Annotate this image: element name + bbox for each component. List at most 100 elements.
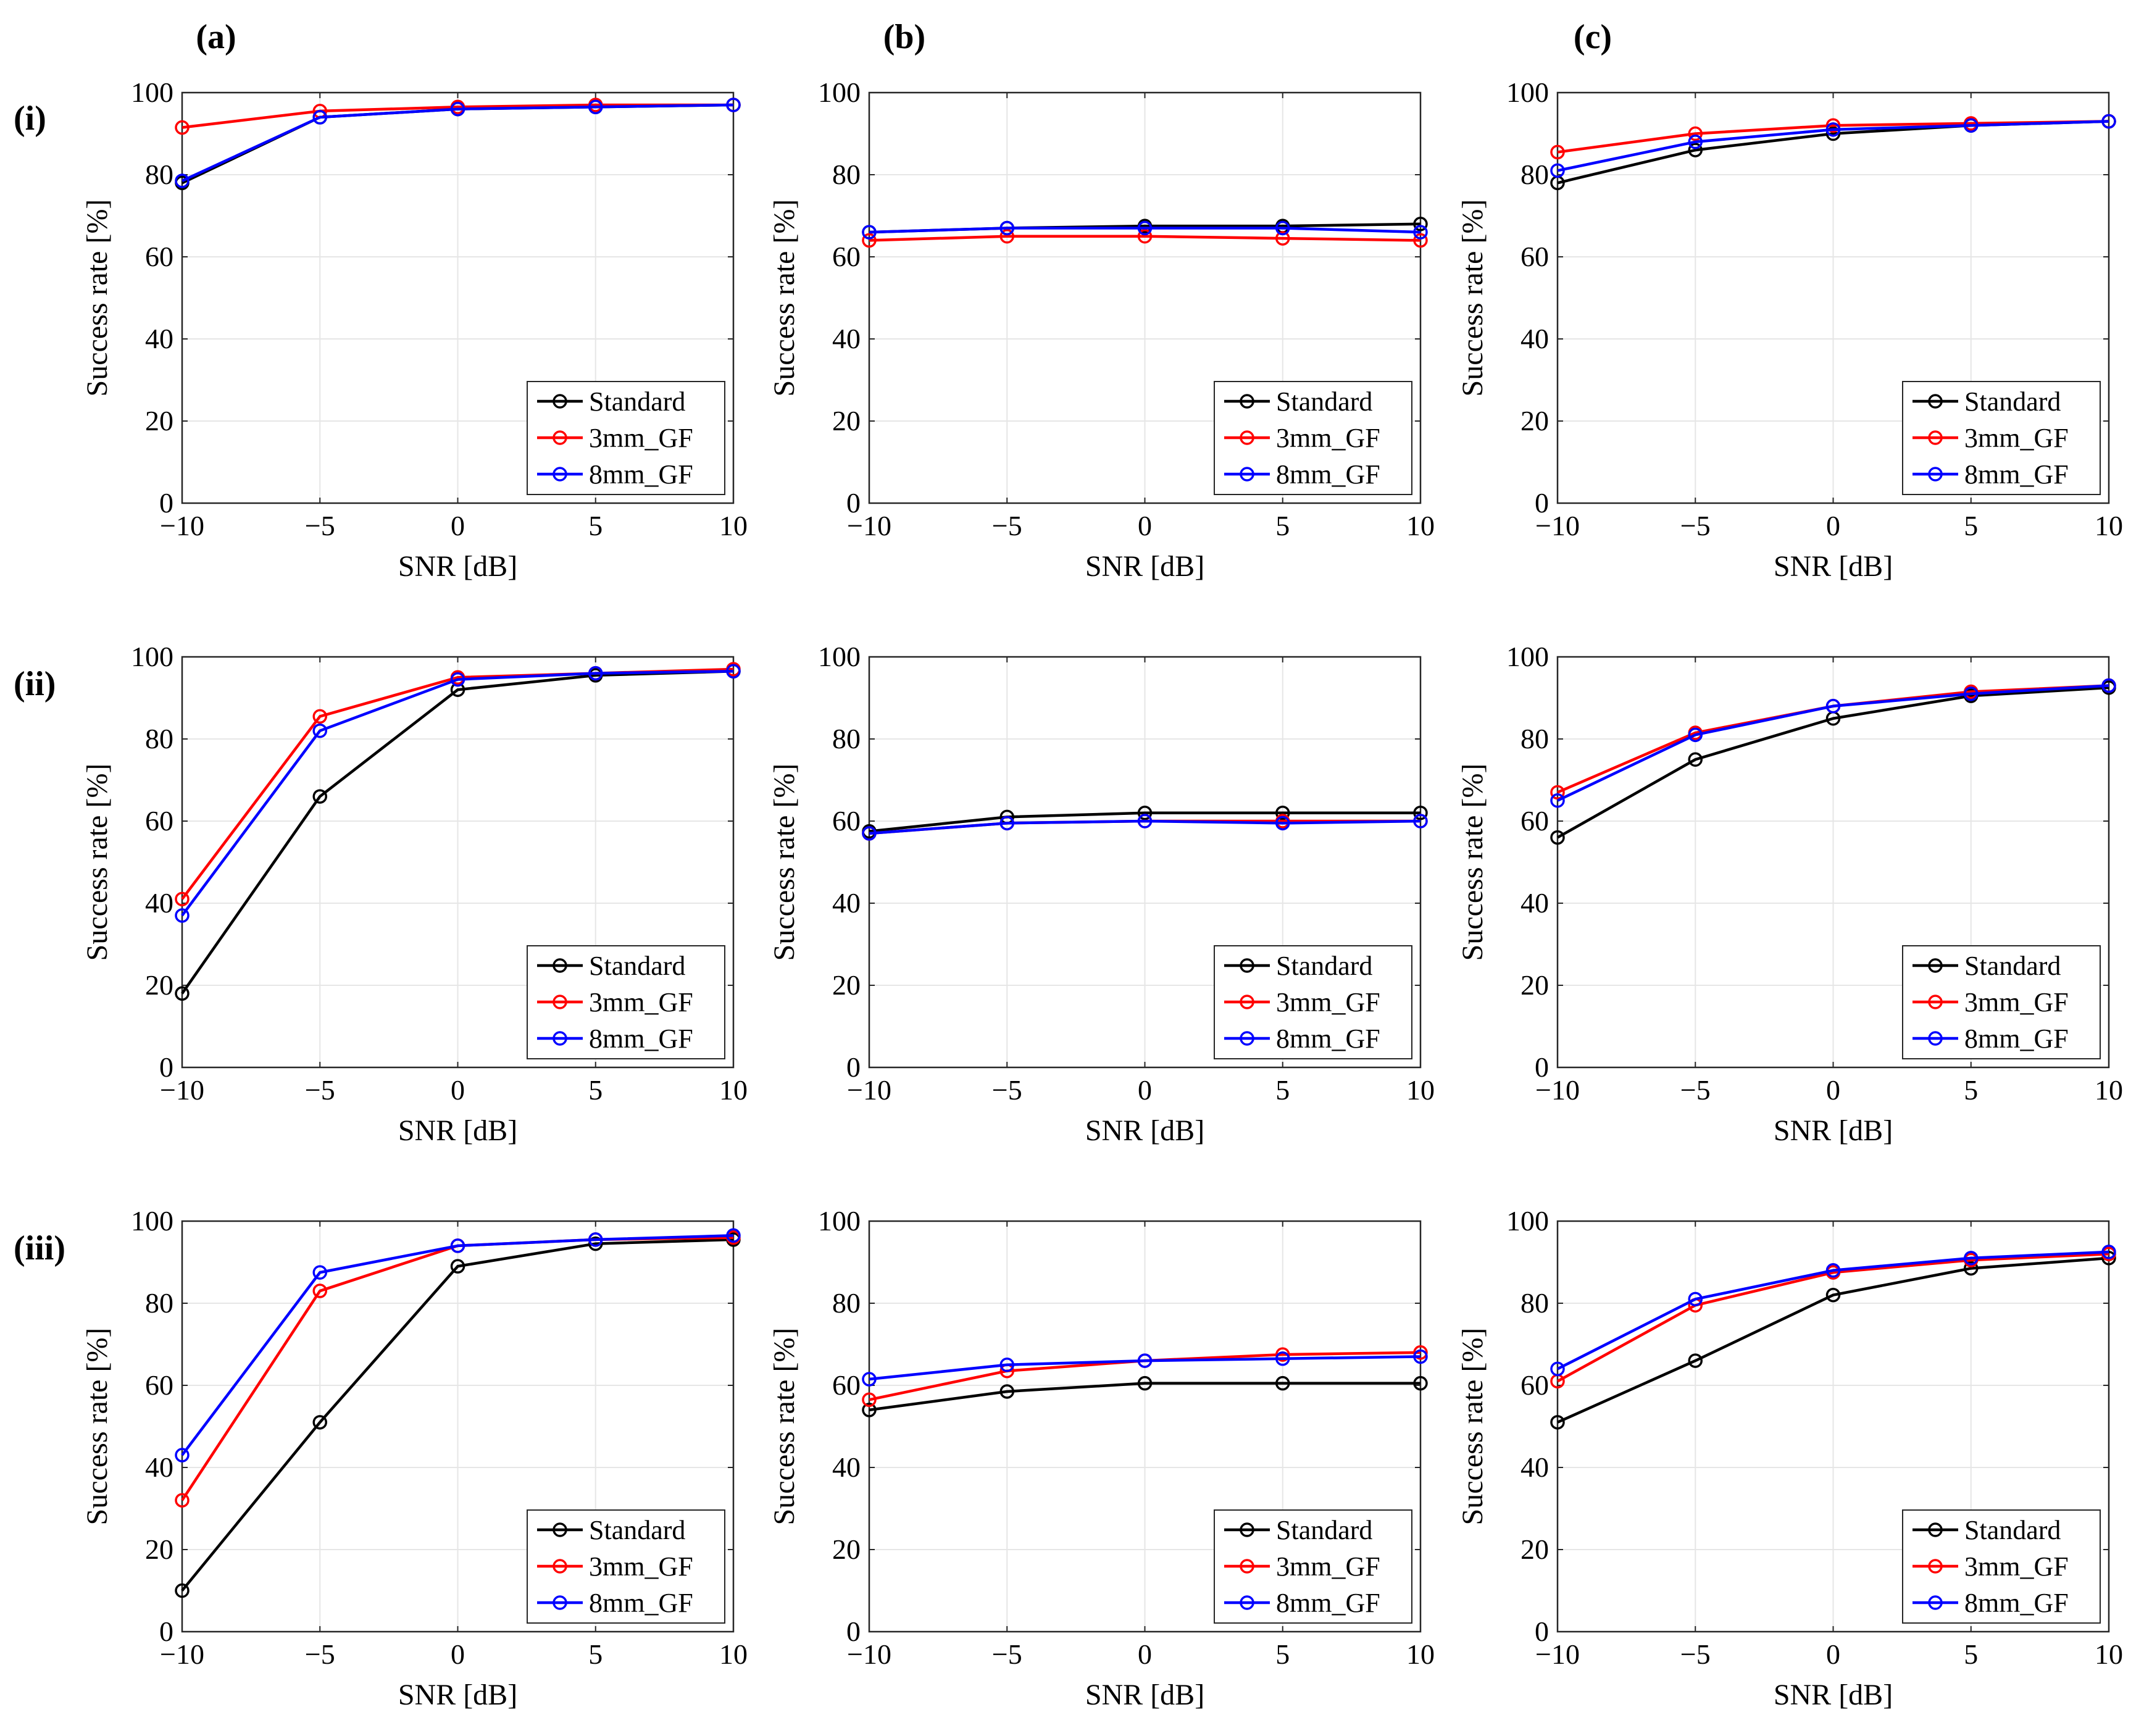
legend-marker-8mm_GF: [1240, 1595, 1254, 1610]
y-tick-label: 0: [846, 1051, 861, 1083]
data-point-8mm_GF: [1137, 1353, 1153, 1368]
x-tick-label: −10: [847, 1638, 891, 1670]
data-point-Standard: [1413, 217, 1428, 232]
y-axis-label: Success rate [%]: [768, 199, 801, 397]
data-point-8mm_GF: [1825, 699, 1841, 714]
data-point-8mm_GF: [1825, 122, 1841, 137]
y-tick-label: 100: [818, 1205, 861, 1237]
data-point-3mm_GF: [1688, 126, 1703, 141]
x-axis-label: SNR [dB]: [1774, 1114, 1893, 1147]
data-point-8mm_GF: [1413, 1349, 1428, 1364]
data-point-Standard: [1550, 1415, 1565, 1430]
legend-entry-Standard: Standard: [589, 386, 685, 417]
y-tick-label: 0: [846, 1616, 861, 1647]
data-point-Standard: [999, 1384, 1014, 1399]
data-point-8mm_GF: [175, 908, 190, 923]
legend-entry-8mm_GF: 8mm_GF: [589, 1588, 693, 1618]
legend-marker-8mm_GF: [1928, 1031, 1943, 1046]
data-point-8mm_GF: [2101, 678, 2116, 693]
series-line-Standard: [181, 1238, 734, 1592]
y-tick-label: 60: [832, 805, 861, 837]
data-point-Standard: [1825, 1287, 1841, 1303]
x-tick-label: −5: [305, 1638, 335, 1670]
data-point-8mm_GF: [1137, 814, 1153, 828]
x-tick-label: 0: [1826, 1074, 1840, 1106]
x-axis-label: SNR [dB]: [1085, 550, 1204, 583]
data-point-8mm_GF: [1550, 793, 1565, 808]
legend-marker-8mm_GF: [553, 467, 567, 482]
x-axis-label: SNR [dB]: [398, 550, 517, 583]
series-line-Standard: [1556, 686, 2109, 839]
legend-entry-3mm_GF: 3mm_GF: [1276, 1551, 1380, 1582]
row-label-i: (i): [14, 99, 46, 138]
data-point-3mm_GF: [312, 1283, 327, 1298]
column-label-b: (b): [883, 18, 925, 56]
x-tick-label: 5: [588, 1638, 603, 1670]
x-tick-label: 5: [588, 1074, 603, 1106]
series-line-Standard: [869, 1382, 1420, 1412]
legend-marker-8mm_GF: [553, 1595, 567, 1610]
data-point-3mm_GF: [862, 233, 877, 248]
data-point-8mm_GF: [588, 99, 603, 115]
legend-entry-3mm_GF: 3mm_GF: [1276, 987, 1380, 1017]
x-tick-label: −10: [847, 510, 891, 541]
data-point-3mm_GF: [175, 1493, 190, 1508]
y-tick-label: 40: [1520, 323, 1549, 354]
y-tick-label: 80: [832, 1287, 861, 1319]
x-tick-label: −5: [992, 1074, 1022, 1106]
x-tick-label: −5: [992, 510, 1022, 541]
data-point-Standard: [2101, 1251, 2116, 1266]
series-line-3mm_GF: [869, 235, 1421, 242]
legend-entry-8mm_GF: 8mm_GF: [1964, 1024, 2069, 1054]
y-tick-label: 80: [832, 159, 861, 190]
legend-marker-8mm_GF: [1928, 467, 1943, 482]
x-tick-label: 5: [588, 510, 603, 541]
x-axis-label: SNR [dB]: [398, 1114, 517, 1147]
y-tick-label: 60: [832, 241, 861, 272]
x-tick-label: −10: [1535, 510, 1580, 541]
column-label-c: (c): [1574, 18, 1612, 56]
y-tick-label: 40: [832, 887, 861, 919]
x-tick-label: 10: [1406, 510, 1435, 541]
x-axis-label: SNR [dB]: [398, 1679, 517, 1711]
y-tick-label: 100: [131, 77, 173, 108]
x-tick-label: 5: [1964, 510, 1978, 541]
data-point-Standard: [1550, 830, 1565, 845]
legend-entry-Standard: Standard: [1276, 386, 1372, 417]
y-tick-label: 60: [145, 805, 173, 837]
y-axis-label: Success rate [%]: [1456, 199, 1489, 397]
row-label-ii: (ii): [14, 665, 56, 703]
legend-marker-8mm_GF: [1240, 467, 1254, 482]
data-point-8mm_GF: [2101, 114, 2116, 129]
series-line-Standard: [869, 811, 1420, 833]
legend-marker-8mm_GF: [553, 1031, 567, 1046]
legend-marker-Standard: [553, 1522, 567, 1537]
y-tick-label: 0: [159, 487, 173, 519]
data-point-8mm_GF: [1688, 135, 1703, 149]
y-tick-label: 80: [1520, 723, 1549, 754]
legend-marker-Standard: [553, 958, 567, 973]
data-point-8mm_GF: [450, 101, 465, 117]
y-tick-label: 0: [846, 487, 861, 519]
legend-marker-Standard: [1928, 1522, 1943, 1537]
data-point-Standard: [1688, 1353, 1703, 1368]
x-tick-label: −5: [305, 510, 335, 541]
data-point-8mm_GF: [450, 1238, 465, 1253]
data-point-3mm_GF: [175, 891, 190, 907]
data-point-Standard: [1137, 1375, 1153, 1391]
data-point-8mm_GF: [862, 826, 877, 841]
data-point-8mm_GF: [726, 1228, 741, 1243]
y-tick-label: 100: [818, 77, 861, 108]
y-tick-label: 60: [1520, 1369, 1549, 1401]
y-axis-label: Success rate [%]: [81, 1328, 114, 1525]
y-tick-label: 80: [145, 159, 173, 190]
data-point-8mm_GF: [1550, 1361, 1565, 1377]
data-point-Standard: [1413, 1375, 1428, 1391]
y-tick-label: 80: [145, 1287, 173, 1319]
y-tick-label: 40: [1520, 887, 1549, 919]
y-tick-label: 100: [818, 641, 861, 672]
